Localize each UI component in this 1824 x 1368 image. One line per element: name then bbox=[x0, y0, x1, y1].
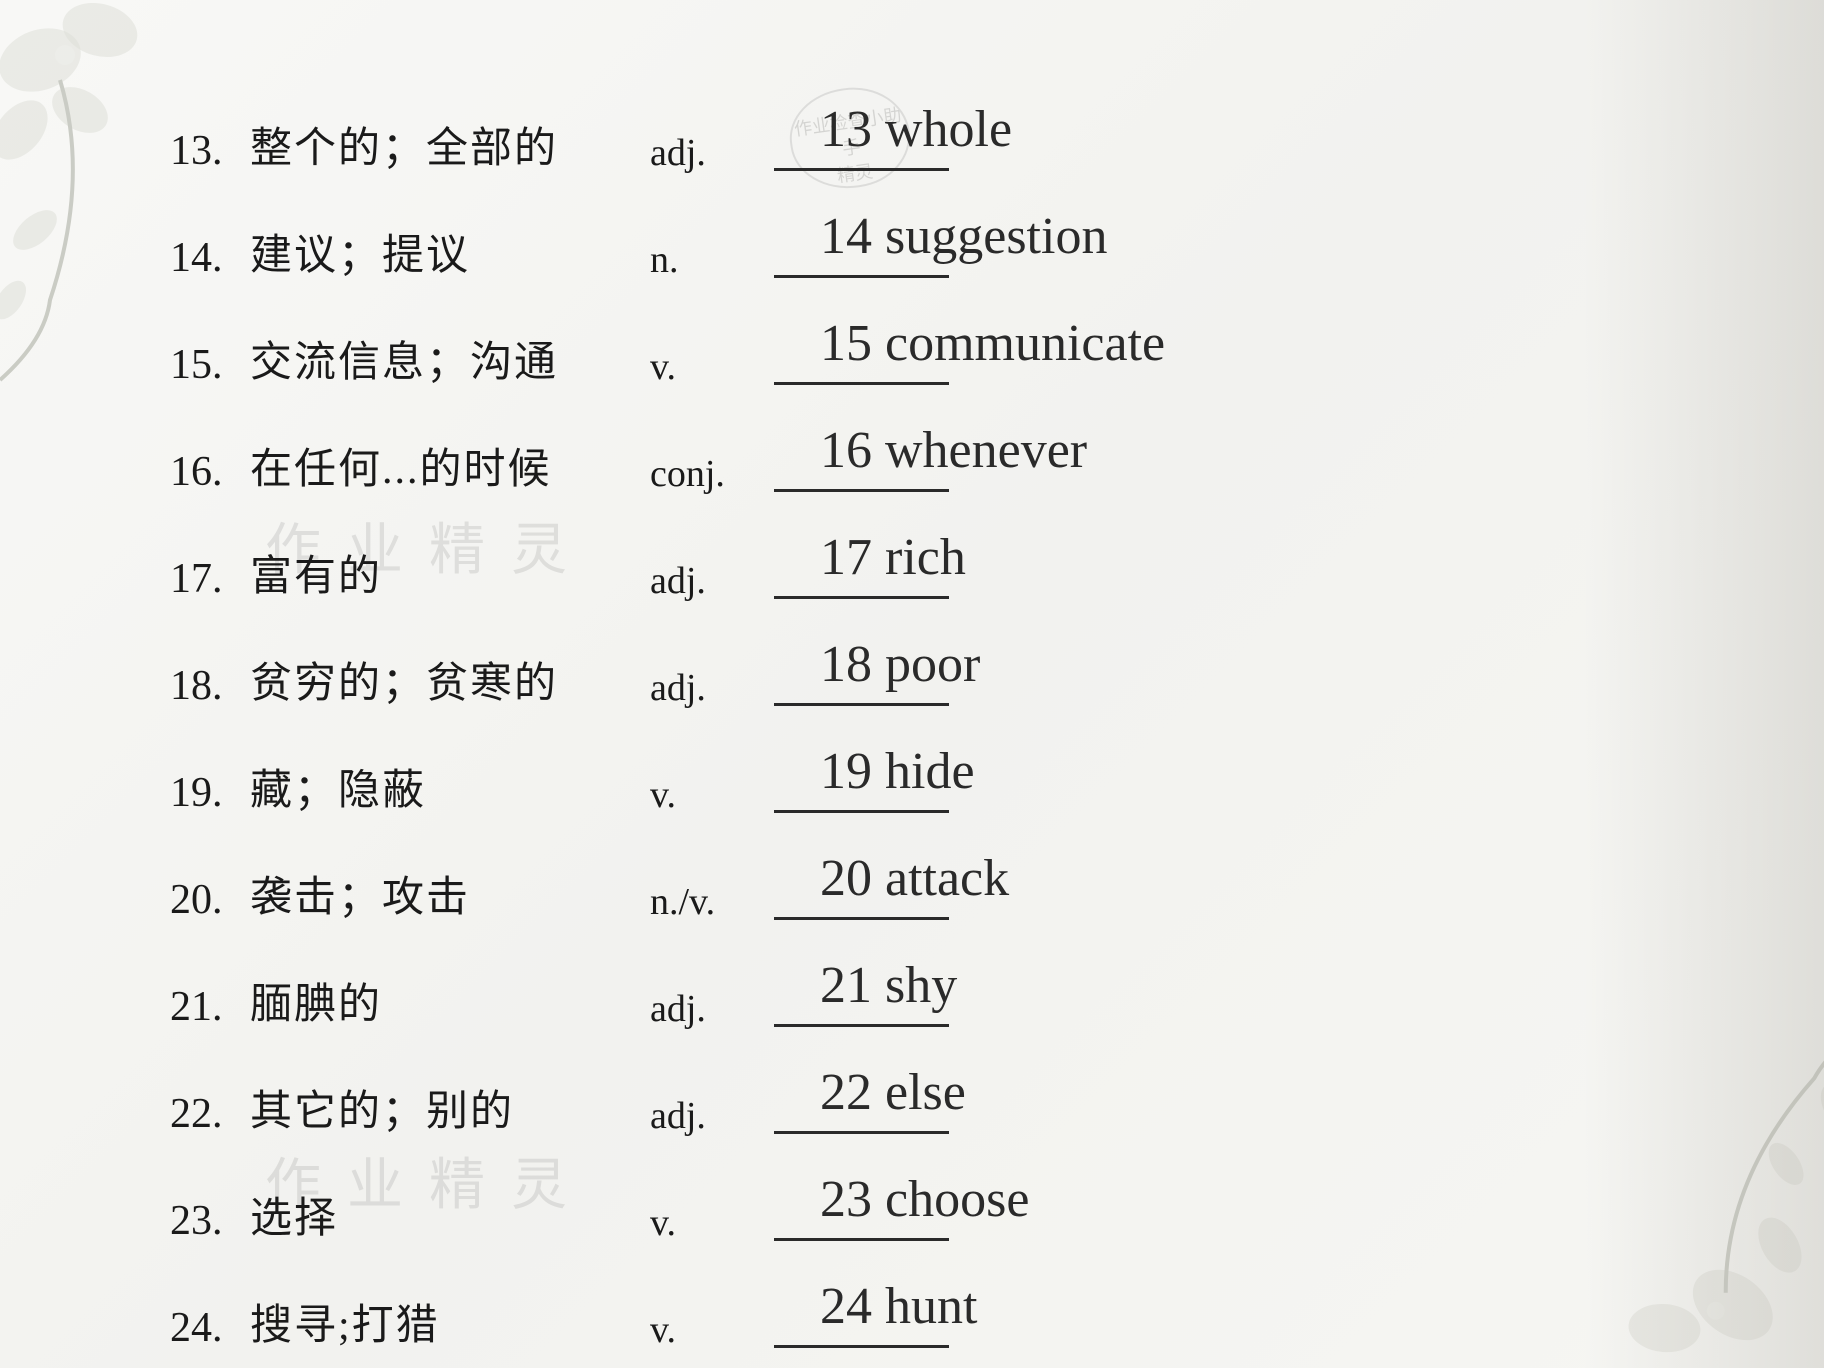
blank-line bbox=[774, 1024, 954, 1043]
vocabulary-list: 13. 整个的；全部的 adj. 13 whole 14. 建议；提议 n. 1… bbox=[170, 80, 1670, 1364]
item-number: 24. bbox=[170, 1304, 250, 1364]
item-answer: 18 poor bbox=[820, 635, 980, 694]
item-pos: adj. bbox=[650, 131, 780, 187]
vocab-row: 23. 选择 v. 23 choose bbox=[170, 1150, 1670, 1257]
blank-line bbox=[774, 489, 954, 508]
item-number: 16. bbox=[170, 448, 250, 508]
blank-line bbox=[774, 382, 954, 401]
item-number: 15. bbox=[170, 341, 250, 401]
item-answer: 14 suggestion bbox=[820, 207, 1107, 266]
item-chinese: 富有的 bbox=[250, 542, 650, 615]
vocab-row: 22. 其它的；别的 adj. 22 else bbox=[170, 1043, 1670, 1150]
vocab-row: 14. 建议；提议 n. 14 suggestion bbox=[170, 187, 1670, 294]
item-chinese: 整个的；全部的 bbox=[250, 114, 650, 187]
item-pos: adj. bbox=[650, 987, 780, 1043]
item-answer: 13 whole bbox=[820, 100, 1012, 159]
item-chinese: 搜寻;打猎 bbox=[250, 1291, 650, 1364]
item-pos: conj. bbox=[650, 452, 780, 508]
vocab-row: 18. 贫穷的；贫寒的 adj. 18 poor bbox=[170, 615, 1670, 722]
vocab-row: 24. 搜寻;打猎 v. 24 hunt bbox=[170, 1257, 1670, 1364]
item-number: 22. bbox=[170, 1090, 250, 1150]
item-pos: v. bbox=[650, 345, 780, 401]
item-answer: 22 else bbox=[820, 1063, 966, 1122]
blank-line bbox=[774, 596, 954, 615]
item-pos: v. bbox=[650, 773, 780, 829]
blank-line bbox=[774, 275, 954, 294]
blank-line bbox=[774, 917, 954, 936]
item-chinese: 藏；隐蔽 bbox=[250, 756, 650, 829]
vocab-row: 13. 整个的；全部的 adj. 13 whole bbox=[170, 80, 1670, 187]
item-answer: 16 whenever bbox=[820, 421, 1087, 480]
item-number: 18. bbox=[170, 662, 250, 722]
item-answer: 15 communicate bbox=[820, 314, 1165, 373]
blank-line bbox=[774, 168, 954, 187]
item-chinese: 袭击；攻击 bbox=[250, 863, 650, 936]
item-chinese: 交流信息；沟通 bbox=[250, 328, 650, 401]
item-pos: adj. bbox=[650, 666, 780, 722]
blank-line bbox=[774, 1131, 954, 1150]
item-pos: v. bbox=[650, 1308, 780, 1364]
vocab-row: 21. 腼腆的 adj. 21 shy bbox=[170, 936, 1670, 1043]
item-number: 23. bbox=[170, 1197, 250, 1257]
item-number: 21. bbox=[170, 983, 250, 1043]
item-pos: n. bbox=[650, 238, 780, 294]
item-pos: adj. bbox=[650, 559, 780, 615]
item-answer: 24 hunt bbox=[820, 1277, 977, 1336]
item-answer: 19 hide bbox=[820, 742, 975, 801]
item-chinese: 选择 bbox=[250, 1184, 650, 1257]
vocab-row: 16. 在任何...的时候 conj. 16 whenever bbox=[170, 401, 1670, 508]
item-pos: adj. bbox=[650, 1094, 780, 1150]
item-answer: 21 shy bbox=[820, 956, 957, 1015]
vocab-row: 15. 交流信息；沟通 v. 15 communicate bbox=[170, 294, 1670, 401]
item-chinese: 在任何...的时候 bbox=[250, 435, 650, 508]
item-pos: n./v. bbox=[650, 880, 780, 936]
vocab-row: 19. 藏；隐蔽 v. 19 hide bbox=[170, 722, 1670, 829]
item-answer: 20 attack bbox=[820, 849, 1009, 908]
item-number: 13. bbox=[170, 127, 250, 187]
item-number: 19. bbox=[170, 769, 250, 829]
item-number: 20. bbox=[170, 876, 250, 936]
item-number: 14. bbox=[170, 234, 250, 294]
vocab-row: 20. 袭击；攻击 n./v. 20 attack bbox=[170, 829, 1670, 936]
vocab-row: 17. 富有的 adj. 17 rich bbox=[170, 508, 1670, 615]
item-pos: v. bbox=[650, 1201, 780, 1257]
item-chinese: 贫穷的；贫寒的 bbox=[250, 649, 650, 722]
item-chinese: 腼腆的 bbox=[250, 970, 650, 1043]
item-chinese: 建议；提议 bbox=[250, 221, 650, 294]
blank-line bbox=[774, 703, 954, 722]
blank-line bbox=[774, 810, 954, 829]
item-answer: 23 choose bbox=[820, 1170, 1029, 1229]
item-answer: 17 rich bbox=[820, 528, 966, 587]
item-number: 17. bbox=[170, 555, 250, 615]
blank-line bbox=[774, 1238, 954, 1257]
item-chinese: 其它的；别的 bbox=[250, 1077, 650, 1150]
blank-line bbox=[774, 1345, 954, 1364]
